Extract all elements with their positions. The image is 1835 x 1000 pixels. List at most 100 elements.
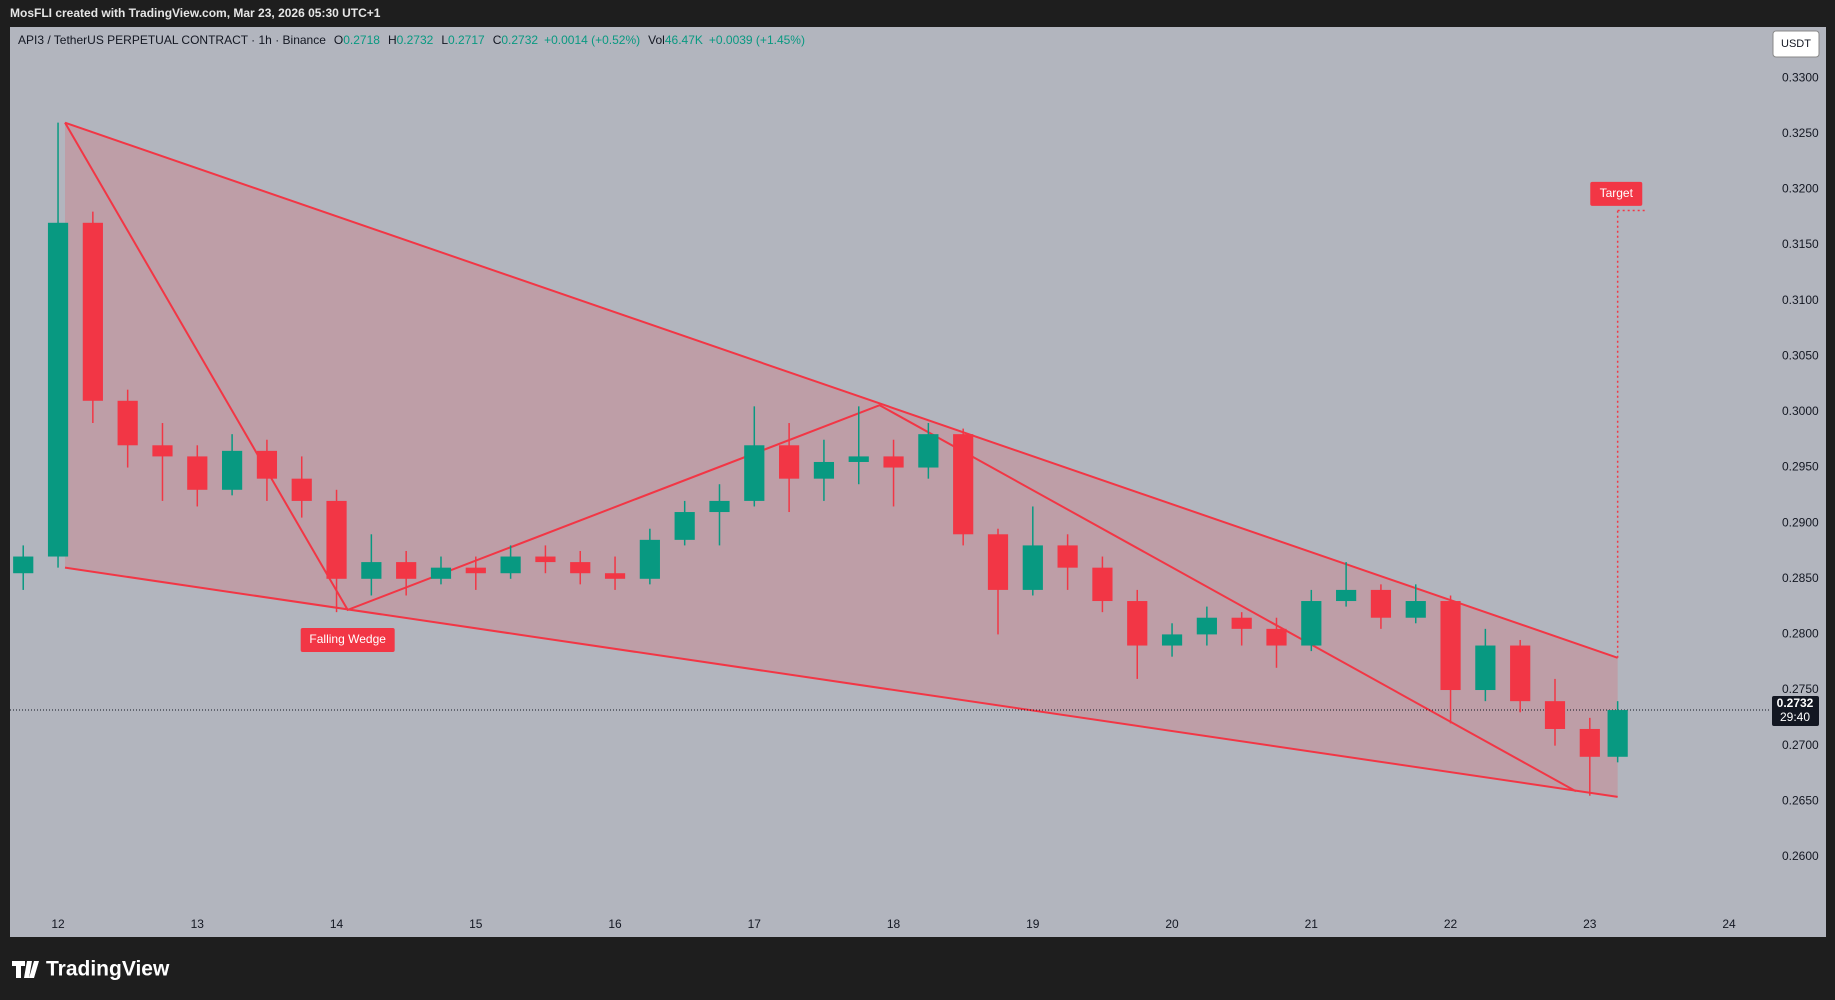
ohlc-value: 0.2718	[343, 33, 380, 47]
candle-body	[291, 478, 312, 501]
candle-body	[709, 500, 730, 513]
last-price-label: 0.2732	[1777, 696, 1814, 710]
volume: 46.47K	[665, 33, 703, 47]
candle-body	[326, 500, 347, 579]
change: +0.0014 (+0.52%)	[544, 33, 640, 47]
ohlc-key: O	[334, 33, 343, 47]
candle-body	[1579, 728, 1600, 757]
symbol: API3 / TetherUS PERPETUAL CONTRACT · 1h …	[18, 33, 326, 47]
wedge-fill	[65, 122, 1618, 797]
candle-body	[570, 562, 591, 574]
candle-body	[1607, 710, 1628, 757]
y-tick-label: 0.2900	[1782, 515, 1819, 529]
x-tick-label: 20	[1165, 917, 1179, 931]
candle-body	[500, 556, 521, 574]
y-tick-label: 0.3300	[1782, 70, 1819, 84]
y-tick-label: 0.2650	[1782, 793, 1819, 807]
candle-body	[604, 573, 626, 579]
x-tick-label: 14	[330, 917, 344, 931]
currency-label[interactable]: USDT	[1781, 38, 1811, 50]
candle-body	[1196, 617, 1217, 635]
candle-body	[117, 400, 138, 446]
trend-line	[64, 122, 1577, 793]
candle-body	[1231, 617, 1252, 629]
candle-body	[848, 456, 869, 462]
y-tick-label: 0.3000	[1782, 404, 1819, 418]
candle-body	[1440, 601, 1461, 691]
candle-body	[918, 434, 939, 468]
candle-body	[1370, 589, 1392, 618]
candle-body	[535, 556, 556, 563]
candle-body	[82, 222, 103, 401]
x-tick-label: 16	[608, 917, 622, 931]
last-price-tag	[1772, 696, 1819, 727]
candle-body	[361, 562, 382, 579]
candle-body	[396, 562, 417, 579]
x-tick-label: 21	[1305, 917, 1319, 931]
candle-body	[187, 456, 208, 490]
y-tick-label: 0.3200	[1782, 182, 1819, 196]
logo: TradingView	[12, 958, 170, 981]
candle-body	[1092, 567, 1113, 602]
ohlc-value: 0.2717	[448, 33, 485, 47]
candle-body	[1336, 589, 1357, 602]
candle-body	[883, 456, 904, 468]
candle-body	[1161, 634, 1183, 646]
legend-text: API3 / TetherUS PERPETUAL CONTRACT · 1h …	[18, 33, 805, 47]
candle-body	[1405, 601, 1426, 618]
candle-body	[1266, 628, 1287, 646]
candle-body	[47, 222, 69, 557]
candle-body	[1057, 545, 1078, 568]
candle-body	[430, 567, 452, 579]
candle-body	[152, 445, 173, 457]
candle-body	[1544, 701, 1566, 729]
candle-body	[639, 539, 660, 579]
candle-body	[1510, 645, 1531, 702]
y-tick-label: 0.2800	[1782, 627, 1819, 641]
currency-button[interactable]	[1772, 30, 1820, 58]
x-tick-label: 22	[1444, 917, 1458, 931]
y-tick-label: 0.2700	[1782, 738, 1819, 752]
candle-body	[13, 556, 34, 574]
y-tick-label: 0.3150	[1782, 237, 1819, 251]
x-tick-label: 12	[51, 917, 65, 931]
candle-body	[465, 567, 486, 574]
candle-body	[987, 534, 1009, 590]
candle-body	[744, 445, 765, 501]
x-tick-label: 13	[191, 917, 205, 931]
x-tick-label: 15	[469, 917, 483, 931]
trend-line	[64, 121, 1618, 659]
x-tick-label: 23	[1583, 917, 1597, 931]
logo-icon	[12, 961, 39, 978]
logo-text: TradingView	[46, 958, 170, 981]
ohlc-key: H	[388, 33, 397, 47]
chart-pane	[10, 27, 1826, 937]
y-tick-label: 0.2600	[1782, 849, 1819, 863]
x-tick-label: 18	[887, 917, 901, 931]
y-tick-label: 0.2850	[1782, 571, 1819, 585]
ohlc-key: L	[441, 33, 448, 47]
x-tick-label: 24	[1722, 917, 1736, 931]
candle-body	[1475, 645, 1496, 691]
ohlc-key: C	[493, 33, 502, 47]
volume-key: Vol	[648, 33, 665, 47]
y-tick-label: 0.3050	[1782, 348, 1819, 362]
candle-body	[256, 450, 278, 479]
candle-body	[222, 450, 243, 490]
countdown: 29:40	[1780, 710, 1810, 724]
candle-body	[1301, 601, 1322, 646]
candle-body	[813, 461, 835, 479]
x-tick-label: 19	[1026, 917, 1040, 931]
attribution: MosFLI created with TradingView.com, Mar…	[10, 6, 381, 20]
candle-body	[779, 445, 800, 479]
y-tick-label: 0.2950	[1782, 460, 1819, 474]
candle-body	[1022, 545, 1043, 590]
ohlc-value: 0.2732	[397, 33, 434, 47]
legend: API3 / TetherUS PERPETUAL CONTRACT · 1h …	[18, 33, 805, 47]
target-label: Target	[1600, 186, 1634, 200]
x-tick-label: 17	[748, 917, 762, 931]
candle-body	[1127, 601, 1148, 646]
y-tick-label: 0.2750	[1782, 682, 1819, 696]
